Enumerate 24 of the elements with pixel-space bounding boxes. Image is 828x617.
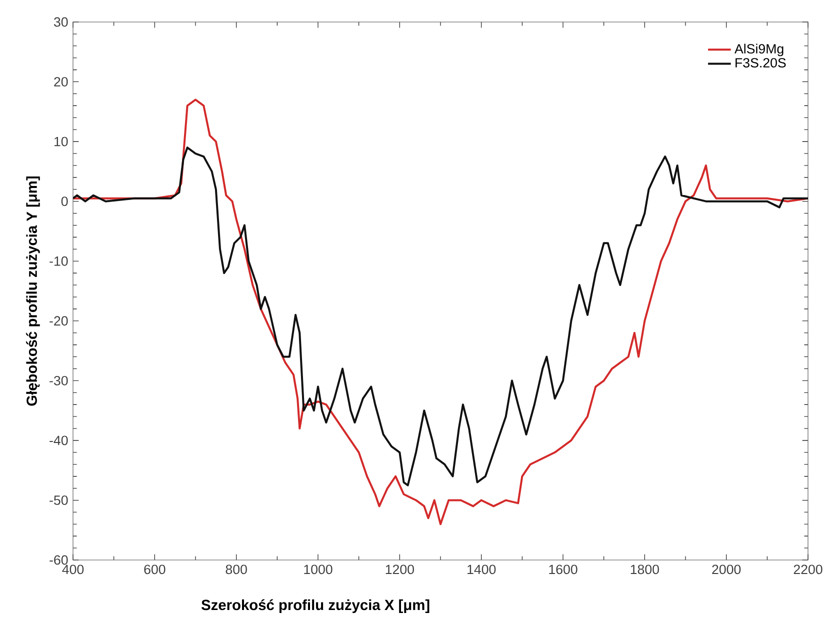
y-tick-label: -10 <box>50 256 68 266</box>
x-tick-label: 800 <box>226 564 247 574</box>
y-tick-label: 0 <box>61 196 68 206</box>
x-axis-title: Szerokość profilu zużycia X [μm] <box>201 599 430 614</box>
y-axis-title: Głębokość profilu zużycia Y [μm] <box>26 176 40 406</box>
y-tick-label: 20 <box>54 77 68 86</box>
y-tick-label: -20 <box>50 316 68 326</box>
x-tick-label: 1400 <box>468 564 496 574</box>
y-tick-label: 30 <box>54 17 68 27</box>
y-tick-label: -60 <box>50 555 68 565</box>
x-tick-label: 2000 <box>712 564 741 574</box>
y-tick-label: -50 <box>50 495 68 505</box>
x-tick-label: 1200 <box>386 564 414 574</box>
legend-label: F3S.20S <box>736 58 786 68</box>
y-tick-label: -40 <box>50 436 68 446</box>
x-tick-label: 600 <box>144 564 166 574</box>
y-tick-label: 10 <box>54 136 68 146</box>
x-tick-label: 1600 <box>549 564 578 574</box>
x-tick-label: 2200 <box>794 564 822 574</box>
y-tick-label: -30 <box>50 376 68 386</box>
x-tick-label: 1000 <box>304 564 332 574</box>
x-tick-label: 400 <box>62 564 84 574</box>
x-tick-label: 1800 <box>630 564 659 574</box>
legend-label: AlSi9Mg <box>734 44 784 56</box>
